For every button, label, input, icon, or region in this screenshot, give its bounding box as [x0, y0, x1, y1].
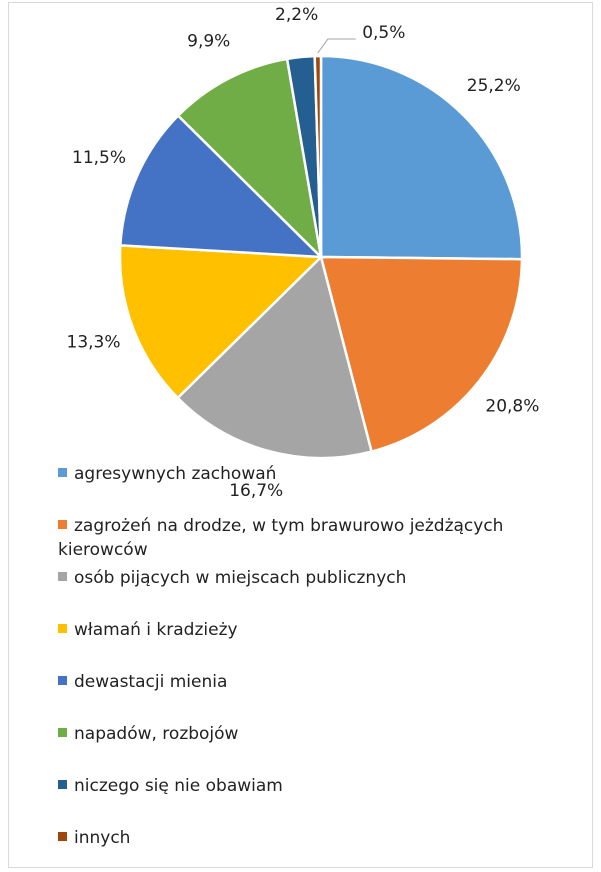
- legend-swatch: [58, 468, 67, 477]
- legend-label: napadów, rozbojów: [74, 724, 239, 744]
- pie-slice: [175, 254, 374, 460]
- pie-slice: [119, 113, 325, 259]
- legend-item: napadów, rozbojów: [58, 722, 588, 746]
- legend-label: dewastacji mienia: [74, 672, 228, 692]
- legend-item: zagrożeń na drodze, w tym brawurowo jeżd…: [58, 514, 588, 562]
- data-label: 2,2%: [275, 5, 318, 25]
- legend-swatch: [58, 780, 67, 789]
- legend-item: innych: [58, 826, 588, 850]
- legend-label: osób pijących w miejscach publicznych: [74, 568, 407, 588]
- legend-swatch: [58, 728, 67, 737]
- legend-label: włamań i kradzieży: [74, 620, 238, 640]
- legend-item: dewastacji mienia: [58, 670, 588, 694]
- pie-slice: [176, 57, 323, 261]
- legend-item: agresywnych zachowań: [58, 462, 588, 486]
- legend-item: włamań i kradzieży: [58, 618, 588, 642]
- pie-slice: [118, 244, 324, 400]
- data-label: 11,5%: [72, 148, 126, 168]
- legend-swatch: [58, 520, 67, 529]
- pie-slice: [319, 255, 524, 454]
- data-label: 25,2%: [467, 76, 521, 96]
- legend-swatch: [58, 572, 67, 581]
- data-label: 16,7%: [229, 481, 283, 501]
- pie-slice: [319, 54, 524, 261]
- legend-item: niczego się nie obawiam: [58, 774, 588, 798]
- legend-label: agresywnych zachowań: [74, 464, 277, 484]
- legend-swatch: [58, 624, 67, 633]
- pie-slice: [313, 54, 323, 258]
- legend-item: osób pijących w miejscach publicznych: [58, 566, 588, 590]
- legend-swatch: [58, 676, 67, 685]
- legend-label: zagrożeń na drodze, w tym brawurowo jeżd…: [58, 516, 504, 560]
- data-label: 13,3%: [67, 332, 121, 352]
- data-label: 20,8%: [485, 397, 539, 417]
- legend-label: niczego się nie obawiam: [74, 776, 283, 796]
- legend-label: innych: [74, 828, 131, 848]
- data-label: 9,9%: [187, 31, 230, 51]
- leader-line: [317, 38, 356, 54]
- data-label: 0,5%: [362, 23, 405, 43]
- legend-swatch: [58, 832, 67, 841]
